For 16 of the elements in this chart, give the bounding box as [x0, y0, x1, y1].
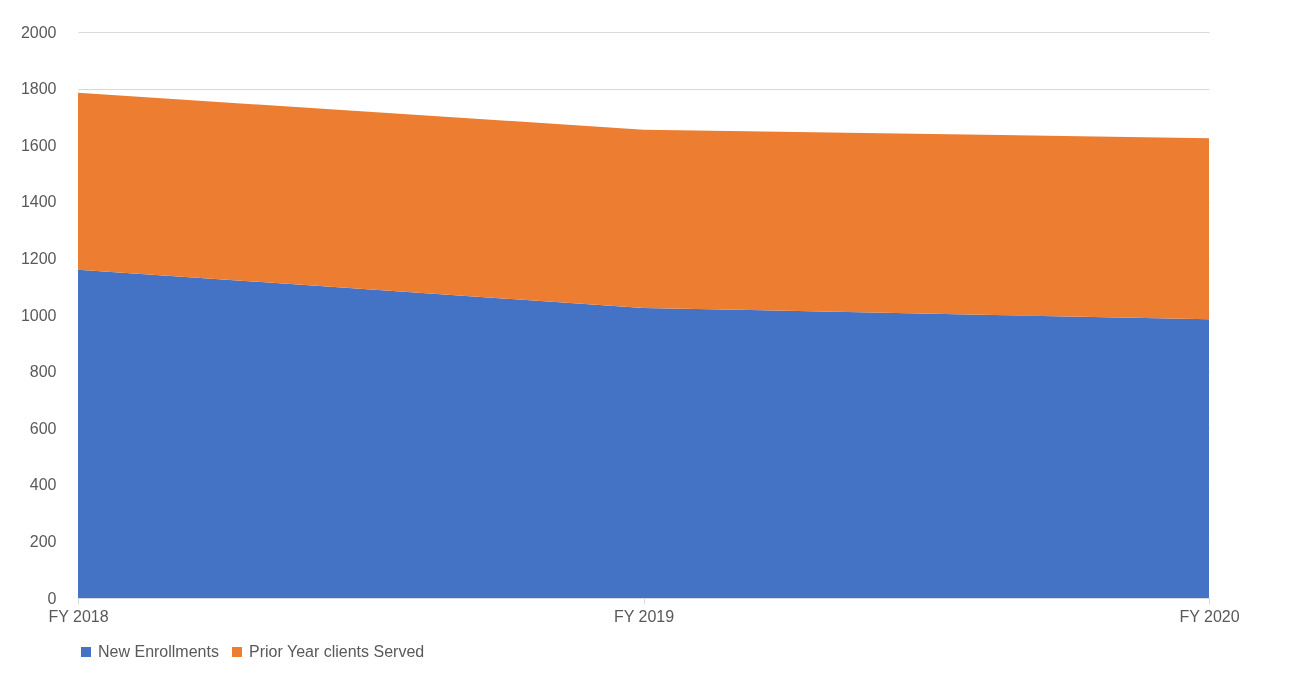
y-tick-label: 200	[29, 532, 57, 550]
legend-label: Prior Year clients Served	[249, 643, 425, 660]
y-tick-label: 0	[47, 589, 57, 607]
x-tick-label: FY 2018	[48, 607, 109, 625]
y-tick-label: 2000	[20, 23, 57, 41]
y-tick-label: 1600	[20, 136, 57, 154]
y-tick-label: 1200	[20, 249, 57, 267]
x-tick-label: FY 2020	[1179, 607, 1240, 625]
y-tick-label: 1400	[20, 193, 57, 211]
legend-label: New Enrollments	[98, 643, 219, 660]
y-tick-label: 800	[29, 363, 57, 381]
y-tick-label: 400	[29, 476, 57, 494]
y-tick-label: 1800	[20, 80, 57, 98]
y-tick-label: 600	[29, 419, 57, 437]
y-tick-label: 1000	[20, 306, 57, 324]
x-tick-label: FY 2019	[613, 607, 675, 625]
